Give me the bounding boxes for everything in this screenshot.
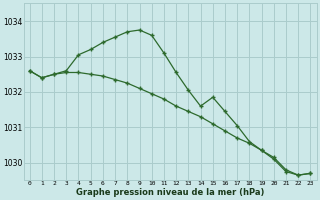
X-axis label: Graphe pression niveau de la mer (hPa): Graphe pression niveau de la mer (hPa) — [76, 188, 264, 197]
